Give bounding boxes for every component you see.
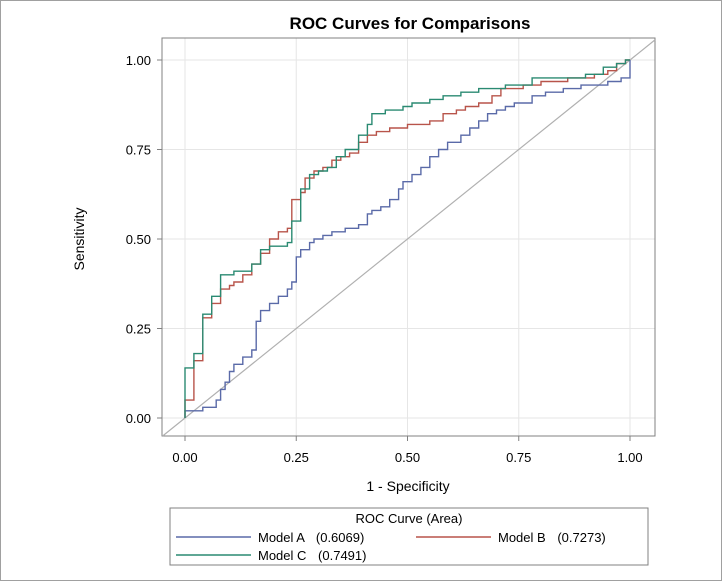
series-line-model-a	[184, 60, 631, 418]
x-tick-label: 0.25	[284, 450, 309, 465]
series-layer	[184, 59, 631, 418]
y-tick-label: 0.75	[126, 143, 151, 158]
x-axis-label: 1 - Specificity	[366, 478, 449, 494]
chart-title: ROC Curves for Comparisons	[290, 14, 531, 33]
x-tick-label: 0.00	[172, 450, 197, 465]
legend-name-model-a: Model A	[258, 530, 305, 545]
legend-label-model-b: Model B (0.7273)	[498, 530, 606, 545]
series-line-model-c	[184, 59, 630, 418]
y-axis-label: Sensitivity	[71, 207, 87, 270]
reference-diagonal-line	[161, 39, 656, 437]
y-axis: 0.00 0.25 0.50 0.75 1.00	[126, 53, 162, 426]
series-line-model-b	[184, 59, 630, 418]
x-tick-label: 0.50	[395, 450, 420, 465]
legend-title: ROC Curve (Area)	[356, 511, 463, 526]
x-tick-label: 1.00	[617, 450, 642, 465]
y-tick-label: 0.25	[126, 322, 151, 337]
legend-area-model-b: (0.7273)	[557, 530, 605, 545]
x-axis: 0.00 0.25 0.50 0.75 1.00	[172, 436, 643, 465]
legend-label-model-a: Model A (0.6069)	[258, 530, 364, 545]
legend-label-model-c: Model C (0.7491)	[258, 548, 366, 563]
x-tick-label: 0.75	[506, 450, 531, 465]
legend: ROC Curve (Area) Model A (0.6069) Model …	[169, 507, 649, 566]
legend-name-model-b: Model B	[498, 530, 546, 545]
legend-area-model-c: (0.7491)	[318, 548, 366, 563]
y-tick-label: 1.00	[126, 53, 151, 68]
plot-area	[161, 37, 656, 437]
y-tick-label: 0.00	[126, 411, 151, 426]
legend-area-model-a: (0.6069)	[316, 530, 364, 545]
y-tick-label: 0.50	[126, 232, 151, 247]
legend-name-model-c: Model C	[258, 548, 306, 563]
